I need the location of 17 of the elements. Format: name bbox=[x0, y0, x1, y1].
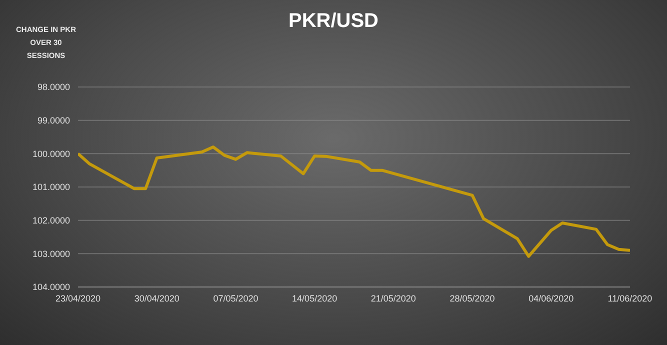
y-tick-label: 99.0000 bbox=[37, 116, 70, 126]
y-tick-label: 101.0000 bbox=[32, 182, 70, 192]
x-tick-label: 07/05/2020 bbox=[213, 293, 258, 304]
x-tick-label: 14/05/2020 bbox=[292, 293, 338, 304]
y-tick-label: 102.0000 bbox=[32, 216, 70, 226]
x-tick-label: 11/06/2020 bbox=[608, 293, 652, 304]
line-series bbox=[78, 146, 630, 258]
x-tick-label: 23/04/2020 bbox=[55, 293, 101, 304]
x-tick-label: 04/06/2020 bbox=[528, 293, 574, 304]
y-tick-label: 100.0000 bbox=[32, 148, 70, 159]
x-tick-label: 28/05/2020 bbox=[450, 293, 495, 304]
y-tick-label: 98.0000 bbox=[37, 82, 70, 92]
y-tick-label: 104.0000 bbox=[32, 282, 70, 292]
x-tick-label: 21/05/2020 bbox=[370, 293, 416, 304]
y-tick-label: 103.0000 bbox=[32, 248, 70, 259]
x-tick-label: 30/04/2020 bbox=[134, 293, 180, 304]
chart-title: PKR/USD bbox=[288, 10, 378, 32]
